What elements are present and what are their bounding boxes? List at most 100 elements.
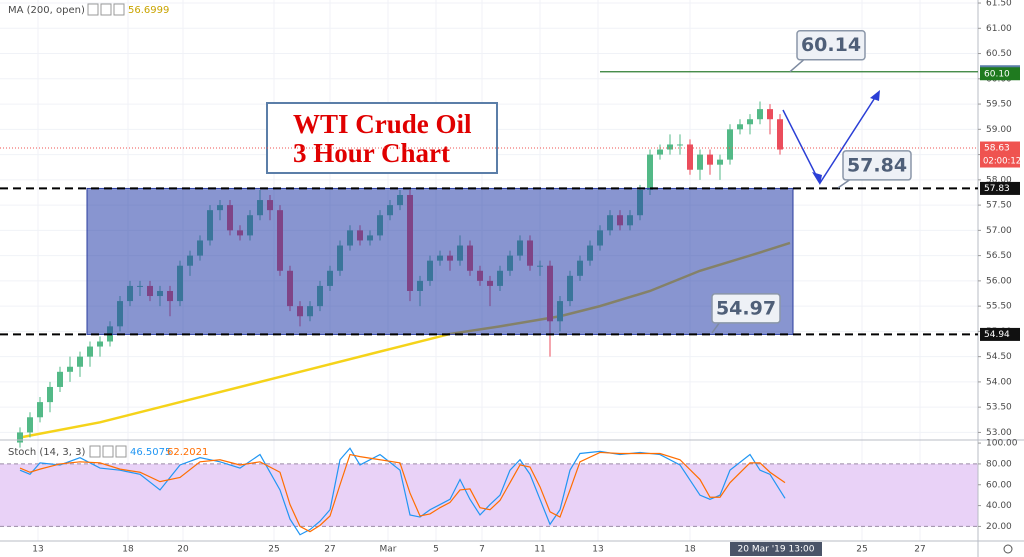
candle-body xyxy=(777,119,783,150)
title-line: WTI Crude Oil xyxy=(293,109,472,139)
legend-icon[interactable] xyxy=(89,445,101,458)
x-tick-label: 27 xyxy=(914,545,925,555)
candle-body xyxy=(677,144,683,146)
price-label-box xyxy=(980,181,1020,195)
y-tick-label: 58.00 xyxy=(986,175,1012,185)
candle-body xyxy=(757,109,763,120)
legend-icon[interactable] xyxy=(102,445,114,458)
stoch-band xyxy=(0,463,978,527)
x-tick-label: 27 xyxy=(324,545,335,555)
x-tick-label: Mar xyxy=(380,545,397,555)
candle-body xyxy=(17,432,23,443)
candle-body xyxy=(97,341,103,347)
stoch-legend: Stoch (14, 3, 3) 46.5075 62.2021 xyxy=(8,445,208,458)
legend-label: MA (200, open) xyxy=(8,5,85,16)
candle-body xyxy=(37,402,43,418)
callout-pointer xyxy=(789,58,806,73)
price-label-box xyxy=(980,327,1020,341)
price-label: 54.94 xyxy=(984,330,1010,340)
legend-icon[interactable] xyxy=(113,3,125,16)
candle-body xyxy=(737,124,743,130)
stoch-pane xyxy=(0,447,978,536)
title-line: 3 Hour Chart xyxy=(293,138,450,168)
candle-body xyxy=(77,356,83,367)
y-tick-label: 56.00 xyxy=(986,276,1012,286)
legend-icon[interactable] xyxy=(87,3,99,16)
candle-body xyxy=(707,154,713,165)
candle-body xyxy=(687,144,693,170)
legend-icon[interactable] xyxy=(100,3,112,16)
x-tick-label: 7 xyxy=(479,545,485,555)
candle-body xyxy=(57,371,63,387)
x-tick-label: 18 xyxy=(122,545,134,555)
candle-body xyxy=(657,149,663,155)
legend-value: 56.6999 xyxy=(128,5,169,16)
countdown-box xyxy=(980,154,1020,168)
y-tick-label: 60.00 xyxy=(986,480,1012,490)
callout-box xyxy=(842,150,912,181)
candle-body xyxy=(727,129,733,160)
callout: 60.14 xyxy=(789,29,866,73)
candle-body xyxy=(87,346,93,357)
title-box xyxy=(266,102,498,174)
cursor-tick-box xyxy=(730,542,822,556)
y-tick-label: 100.00 xyxy=(986,439,1018,449)
legend-value: 46.5075 xyxy=(130,447,171,458)
legend-icon[interactable] xyxy=(115,445,127,458)
arrow-head xyxy=(870,90,880,101)
price-label-box xyxy=(980,67,1020,81)
y-tick-label: 55.50 xyxy=(986,302,1012,312)
y-tick-label: 59.00 xyxy=(986,125,1012,135)
candle-body xyxy=(647,154,653,190)
y-tick-label: 54.00 xyxy=(986,377,1012,387)
callout: 54.97 xyxy=(711,293,781,334)
x-tick-label: 13 xyxy=(32,545,43,555)
candle-body xyxy=(27,417,33,433)
y-tick-label: 20.00 xyxy=(986,522,1012,532)
y-tick-label: 80.00 xyxy=(986,459,1012,469)
callout: 57.84 xyxy=(837,150,912,189)
legend-label: Stoch (14, 3, 3) xyxy=(8,447,85,458)
settings-icon[interactable] xyxy=(1003,544,1013,554)
callout-box xyxy=(711,293,781,324)
y-tick-label: 59.50 xyxy=(986,100,1012,110)
candle-body xyxy=(67,366,73,372)
cursor-tick-label: 20 Mar '19 13:00 xyxy=(738,545,815,555)
callout-box xyxy=(796,29,866,61)
x-tick-label: 25 xyxy=(268,545,279,555)
callout-pointer xyxy=(711,321,721,334)
y-tick-label: 54.50 xyxy=(986,352,1012,362)
annotations: 60.14 57.84 54.97 xyxy=(0,29,978,336)
x-tick-label: 25 xyxy=(856,545,867,555)
y-tick-label: 53.50 xyxy=(986,403,1012,413)
x-tick-label: 11 xyxy=(534,545,545,555)
stoch-line xyxy=(19,447,786,536)
y-tick-label: 57.00 xyxy=(986,226,1012,236)
callout-label: 60.14 xyxy=(801,34,861,56)
y-tick-label: 56.50 xyxy=(986,251,1012,261)
y-tick-label: 53.00 xyxy=(986,428,1012,438)
y-tick-label: 60.50 xyxy=(986,49,1012,59)
arrow-head xyxy=(812,172,822,185)
ma-legend: MA (200, open) 56.6999 xyxy=(8,3,169,16)
candle-body xyxy=(767,109,773,120)
price-label: 60.10 xyxy=(984,69,1010,79)
x-tick-label: 20 xyxy=(177,545,189,555)
y-tick-label: 61.00 xyxy=(986,24,1012,34)
stoch-line xyxy=(19,451,786,533)
y-tick-label: 61.50 xyxy=(986,0,1012,9)
price-label-box xyxy=(980,141,1020,155)
range-box xyxy=(86,187,794,335)
candle-body xyxy=(717,159,723,165)
candle-body xyxy=(47,386,53,403)
axes: 61.5061.0060.5060.0059.5059.0058.5058.00… xyxy=(32,0,1021,556)
price-label: 58.63 xyxy=(984,144,1010,154)
callout-label: 54.97 xyxy=(716,297,776,319)
candle-body xyxy=(747,119,753,125)
callout-label: 57.84 xyxy=(847,154,907,176)
legend-value: 62.2021 xyxy=(167,447,208,458)
candle-body xyxy=(697,154,703,170)
price-label: 57.83 xyxy=(984,184,1010,194)
